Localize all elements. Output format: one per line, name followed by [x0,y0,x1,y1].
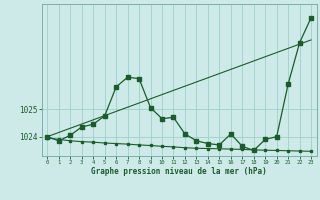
X-axis label: Graphe pression niveau de la mer (hPa): Graphe pression niveau de la mer (hPa) [91,167,267,176]
